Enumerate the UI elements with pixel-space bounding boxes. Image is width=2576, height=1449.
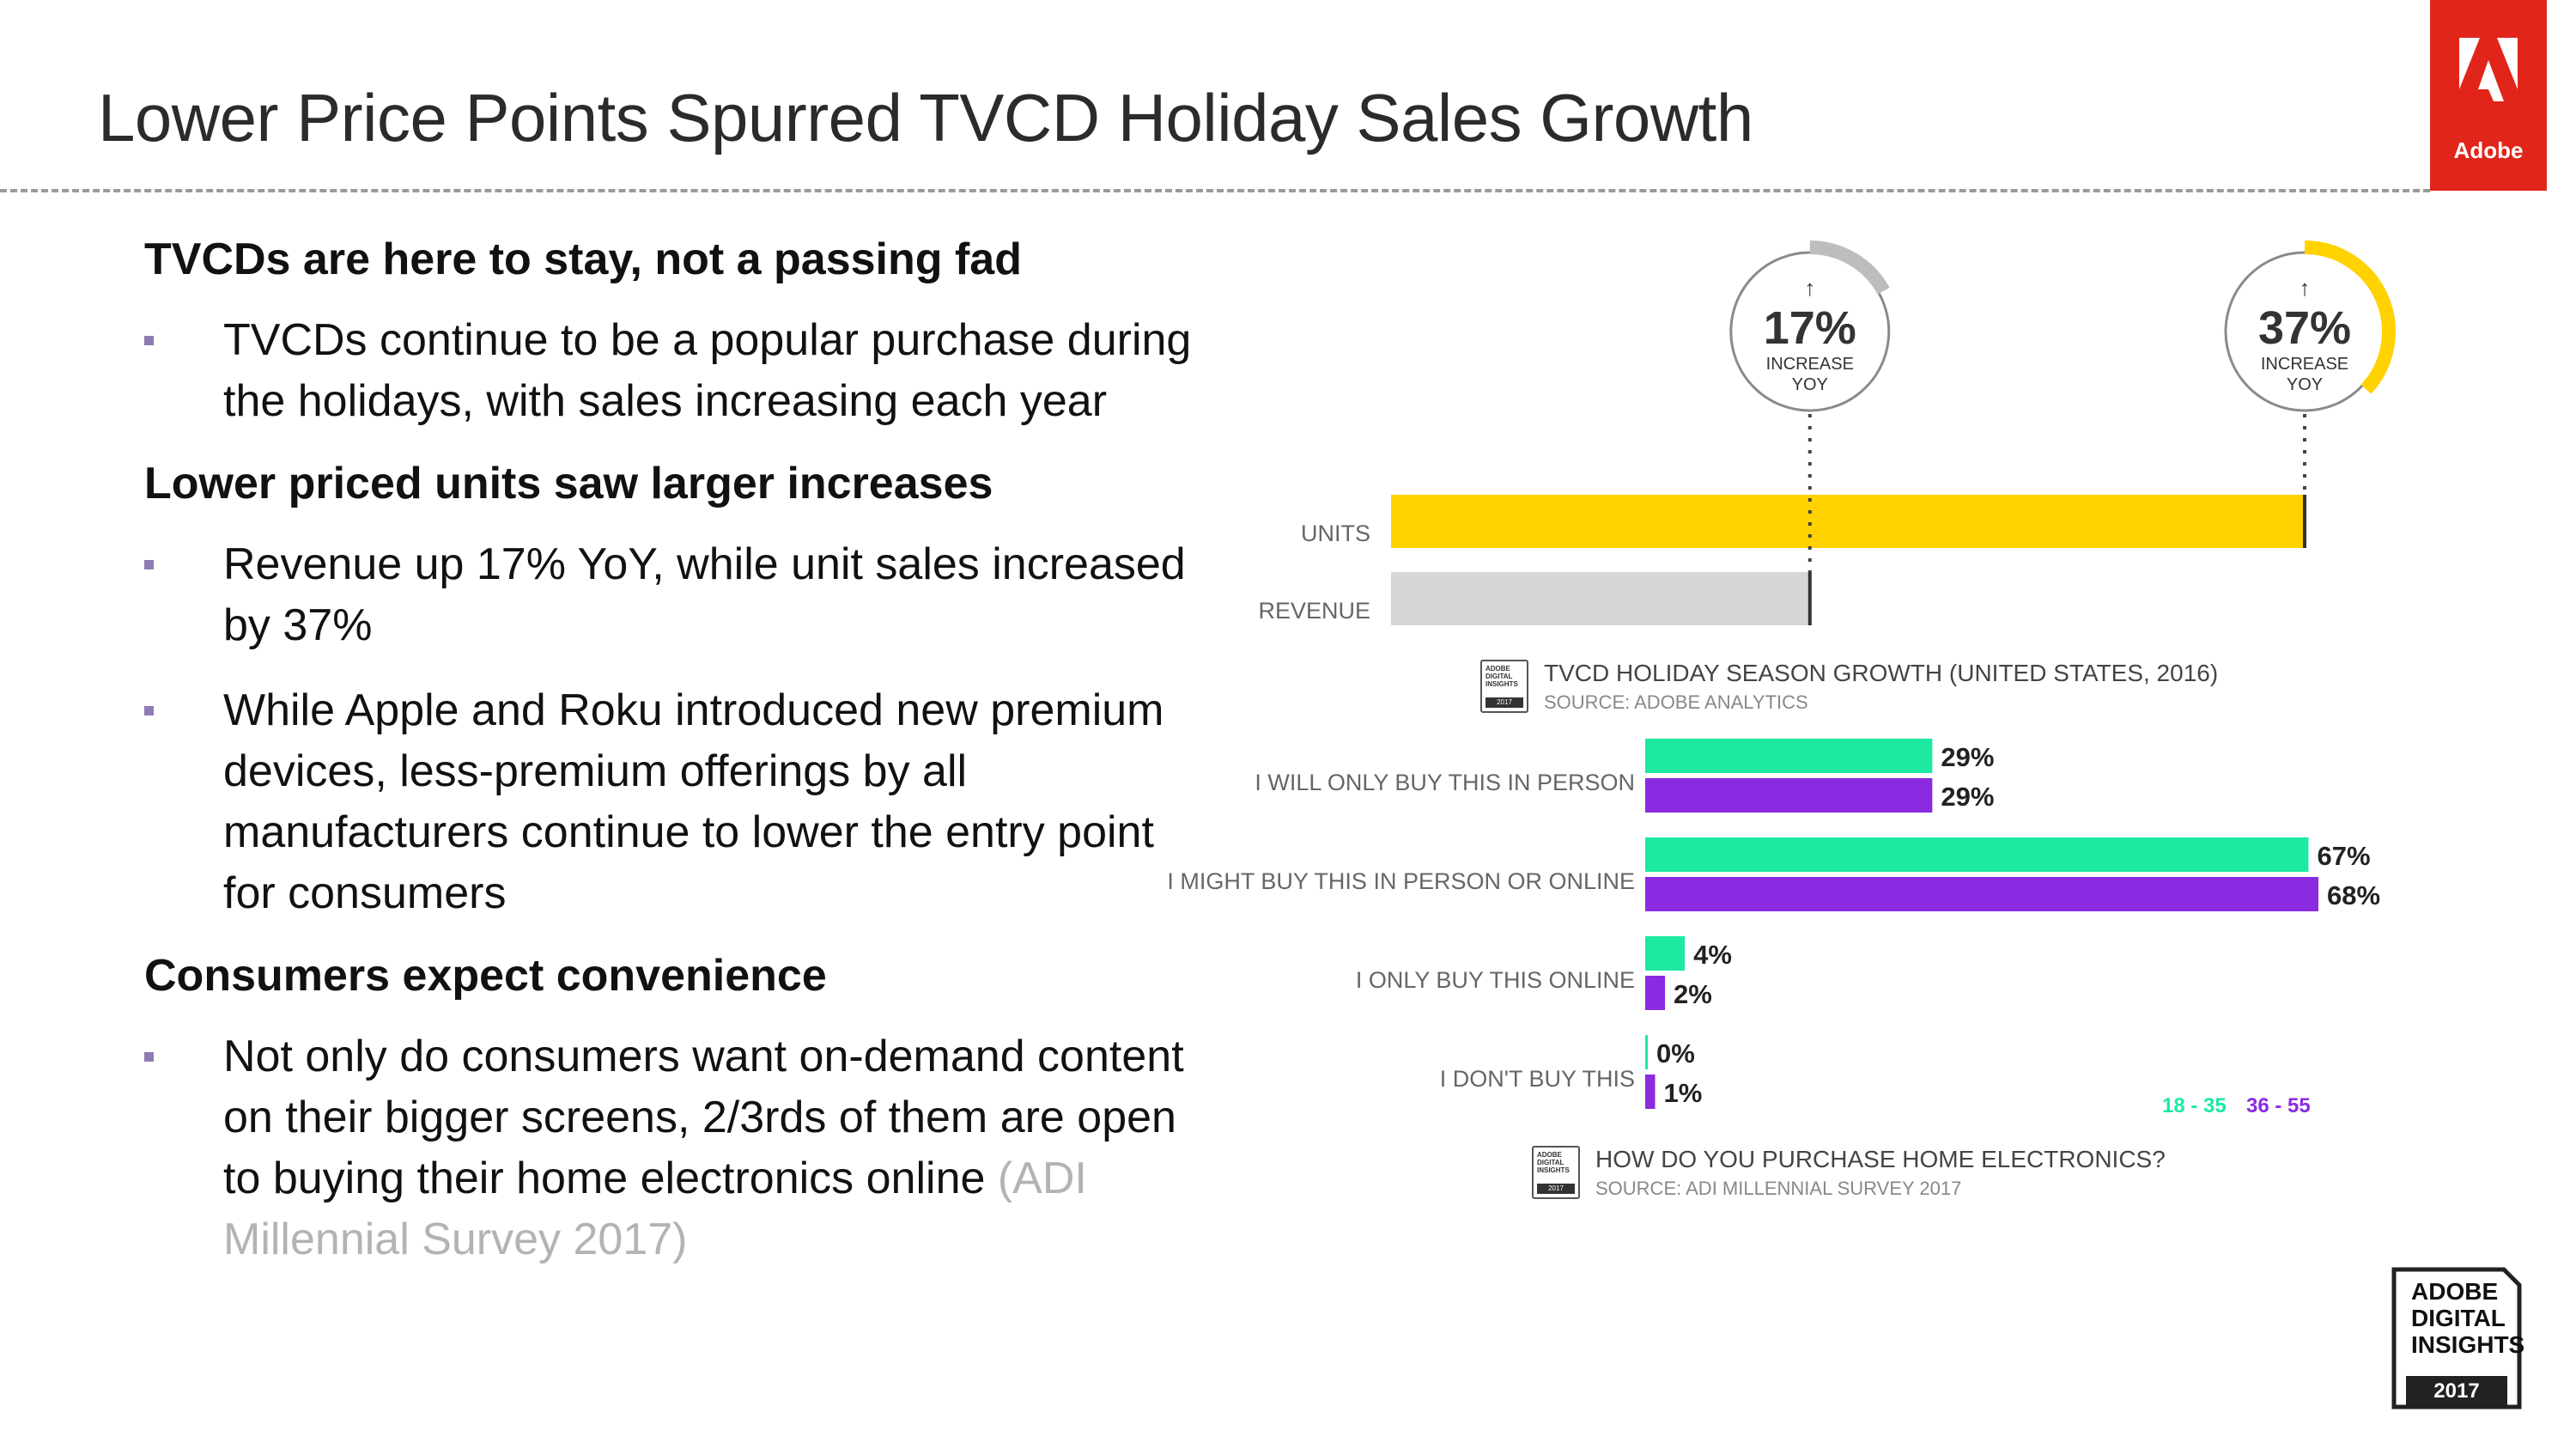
- adobe-logo: Adobe: [2430, 0, 2547, 191]
- bullet-marker: [144, 1052, 154, 1062]
- gauge-arrow-icon: ↑: [1804, 275, 1815, 301]
- bullet-marker: [144, 336, 154, 345]
- chart1-source: SOURCE: ADOBE ANALYTICS: [1544, 691, 1808, 713]
- chart2-source: SOURCE: ADI MILLENNIAL SURVEY 2017: [1595, 1178, 1962, 1199]
- chart1-category-units: UNITS: [1301, 521, 1370, 546]
- mini-adi-badge: ADOBE DIGITAL INSIGHTS 2017: [1480, 660, 1528, 713]
- purchase-bar-value: 29%: [1941, 782, 1994, 812]
- bullet-source-note: (ADI Millennial Survey 2017): [223, 1154, 1087, 1264]
- heading-convenience: Consumers expect convenience: [144, 951, 827, 1001]
- adobe-a-icon: [2459, 38, 2518, 101]
- bullet-on-demand: Not only do consumers want on-demand con…: [144, 1026, 1209, 1270]
- bullet-marker: [144, 706, 154, 715]
- gauge-label-yoy: YOY: [2287, 375, 2323, 394]
- purchase-bar-value: 29%: [1941, 742, 1994, 772]
- heading-tvcds-stay: TVCDs are here to stay, not a passing fa…: [144, 234, 1022, 284]
- gauge-label: INCREASE: [1766, 355, 1854, 374]
- bullet-popular-purchase: TVCDs continue to be a popular purchase …: [144, 310, 1209, 432]
- heading-lower-priced: Lower priced units saw larger increases: [144, 459, 993, 508]
- chart1-category-revenue: REVENUE: [1258, 598, 1370, 624]
- growth-bar-units: [1391, 495, 2306, 548]
- chart2-category-dont-buy: I DON'T BUY THIS: [1439, 1066, 1635, 1092]
- legend-18-35: 18 - 35: [2162, 1094, 2227, 1117]
- gauge-progress-arc: [2304, 240, 2396, 394]
- chart2-category-in-person: I WILL ONLY BUY THIS IN PERSON: [1255, 770, 1635, 795]
- purchase-bar-older: [1645, 976, 1666, 1010]
- gauge-ring: [1729, 251, 1891, 412]
- title-divider: [0, 189, 2430, 192]
- purchase-bar-older: [1645, 877, 2318, 911]
- mini-adi-badge-2: ADOBE DIGITAL INSIGHTS 2017: [1532, 1146, 1580, 1199]
- growth-bar-end-marker: [2303, 495, 2306, 548]
- gauge-label: INCREASE: [2261, 355, 2348, 374]
- badge-frame-icon: [2391, 1267, 2522, 1409]
- purchase-bar-value: 68%: [2327, 880, 2380, 910]
- gauge-arrow-icon: ↑: [2300, 275, 2311, 301]
- chart2-purchase-method: 29% 29% 67% 68% 4% 2% 0% 1%: [1645, 739, 2380, 1109]
- purchase-bar-young: [1645, 936, 1686, 971]
- growth-bar-revenue: [1391, 572, 1812, 625]
- purchase-bar-young: [1645, 1035, 1648, 1069]
- gauge-progress-arc: [1809, 240, 1890, 295]
- gauge-value: 37%: [2258, 302, 2351, 354]
- purchase-bar-older: [1645, 778, 1933, 813]
- legend-36-55: 36 - 55: [2246, 1094, 2311, 1117]
- growth-bar-end-marker: [1807, 572, 1812, 625]
- chart2-title: HOW DO YOU PURCHASE HOME ELECTRONICS?: [1595, 1146, 2166, 1172]
- bullet-revenue-units: Revenue up 17% YoY, while unit sales inc…: [144, 534, 1209, 656]
- chart2-category-online: I ONLY BUY THIS ONLINE: [1355, 967, 1635, 993]
- page-title: Lower Price Points Spurred TVCD Holiday …: [98, 80, 1753, 155]
- purchase-bar-young: [1645, 837, 2309, 872]
- adi-2017-badge: ADOBE DIGITAL INSIGHTS 2017: [2391, 1266, 2524, 1410]
- gauge-value: 17%: [1764, 302, 1856, 354]
- adobe-wordmark: Adobe: [2453, 137, 2524, 163]
- purchase-bar-value: 2%: [1674, 979, 1712, 1009]
- chart1-title: TVCD HOLIDAY SEASON GROWTH (UNITED STATE…: [1544, 660, 2219, 686]
- chart2-category-person-or-online: I MIGHT BUY THIS IN PERSON OR ONLINE: [1167, 868, 1635, 894]
- bullet-marker: [144, 560, 154, 569]
- purchase-bar-value: 1%: [1664, 1078, 1703, 1108]
- gauge-label-yoy: YOY: [1792, 375, 1828, 394]
- purchase-bar-value: 0%: [1656, 1038, 1695, 1068]
- bullet-premium-devices: While Apple and Roku introduced new prem…: [144, 680, 1209, 924]
- purchase-bar-value: 4%: [1693, 940, 1732, 970]
- purchase-bar-value: 67%: [2317, 841, 2370, 871]
- text-column: TVCDs are here to stay, not a passing fa…: [144, 232, 1209, 1294]
- purchase-bar-older: [1645, 1075, 1656, 1109]
- purchase-bar-young: [1645, 739, 1933, 773]
